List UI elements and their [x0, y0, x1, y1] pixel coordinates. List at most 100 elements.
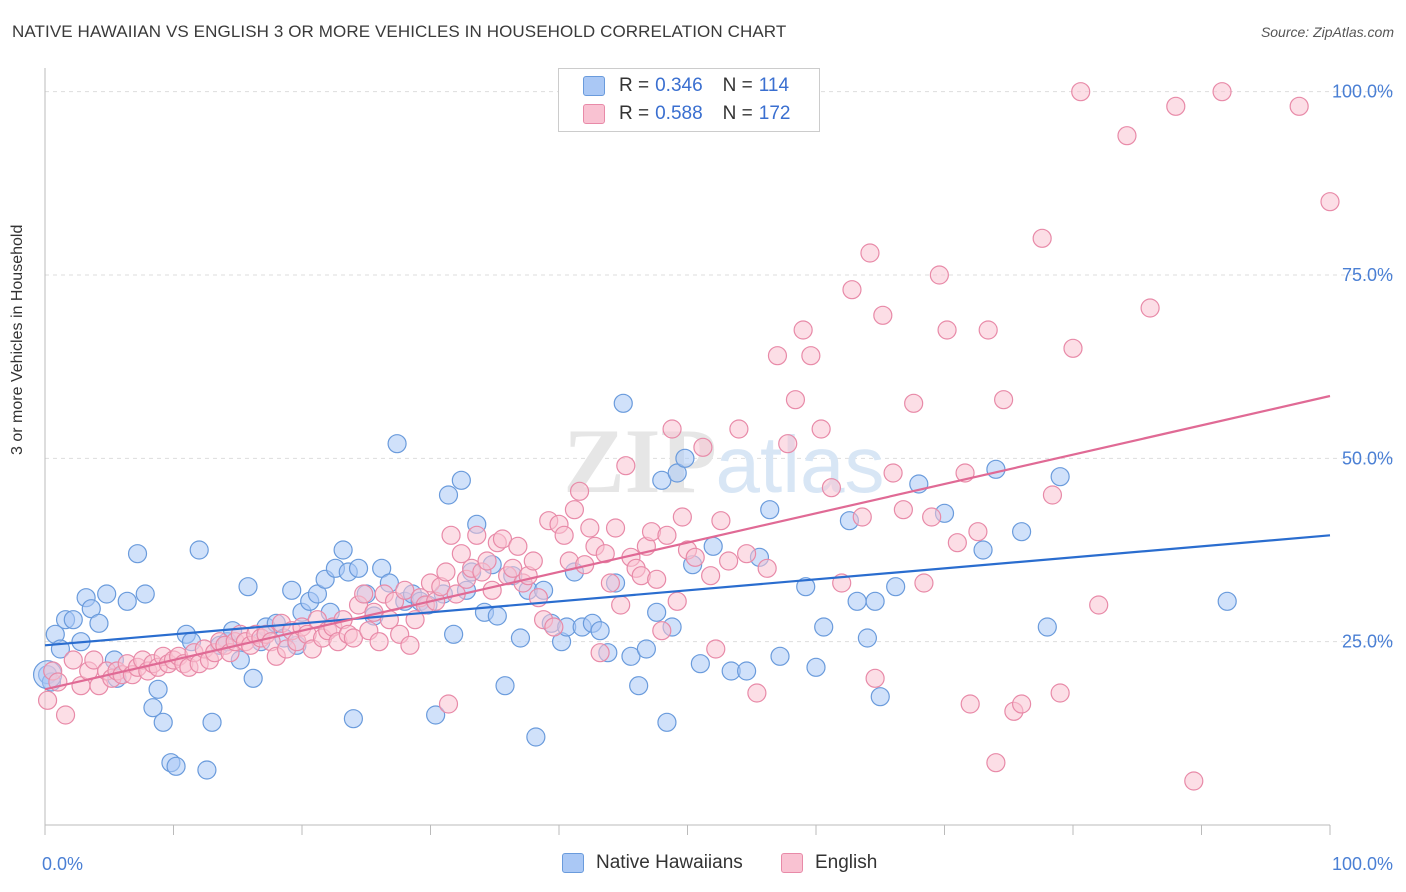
data-point [801, 346, 821, 366]
data-point [814, 617, 834, 637]
data-point [492, 529, 513, 549]
source-label: Source: ZipAtlas.com [1260, 24, 1394, 40]
data-point [482, 580, 502, 600]
legend-swatch-pink [781, 853, 803, 873]
data-point [1184, 771, 1204, 791]
data-point [647, 602, 667, 622]
legend-swatch-blue [562, 853, 584, 873]
data-point [243, 668, 263, 688]
legend-item-native-hawaiians[interactable]: Native Hawaiians [562, 852, 743, 874]
tick-labels: 25.0% 50.0% 75.0% 100.0% 0.0% 100.0% [42, 82, 1393, 874]
data-point [947, 533, 967, 553]
data-point [1212, 82, 1232, 102]
data-point [395, 580, 415, 600]
data-point [647, 569, 667, 589]
data-point [857, 628, 878, 648]
data-point [1166, 96, 1186, 116]
data-point [343, 628, 363, 648]
data-point [793, 320, 813, 340]
data-point [852, 507, 872, 527]
data-point [1050, 467, 1070, 487]
data-point [747, 683, 767, 703]
data-point [63, 650, 83, 670]
data-point [451, 544, 471, 564]
series-legend: Native Hawaiians English [0, 852, 1406, 878]
data-point [467, 525, 487, 545]
data-point [438, 485, 459, 505]
data-point [737, 661, 757, 681]
data-point [873, 305, 893, 325]
data-point [785, 390, 806, 410]
data-point [1217, 591, 1237, 611]
data-point [202, 712, 222, 732]
data-point [636, 639, 656, 659]
data-point [1071, 82, 1091, 102]
data-point [611, 595, 631, 615]
data-point [667, 591, 687, 611]
data-point [865, 591, 885, 611]
data-point [1042, 485, 1063, 505]
data-point [657, 712, 677, 732]
data-point [441, 525, 461, 545]
data-point [821, 478, 842, 498]
data-point [238, 577, 258, 597]
data-point [595, 544, 615, 564]
y-tick-label: 75.0% [1342, 265, 1393, 285]
data-point [672, 507, 692, 527]
legend-r-label: R = [619, 103, 650, 124]
legend-item-english[interactable]: English [781, 852, 877, 874]
data-point [282, 580, 302, 600]
data-point [978, 320, 998, 340]
data-point [63, 610, 83, 630]
data-point [84, 650, 104, 670]
data-point [89, 613, 109, 633]
data-point [711, 511, 731, 531]
data-point [348, 558, 369, 578]
data-point [1032, 228, 1052, 248]
data-point [526, 727, 546, 747]
data-point [968, 522, 988, 542]
data-point [886, 577, 906, 597]
data-point [652, 470, 672, 490]
data-point [860, 243, 880, 263]
data-point [605, 518, 626, 538]
data-point [495, 676, 515, 696]
data-point [508, 536, 528, 556]
data-point [135, 584, 155, 604]
data-point [760, 500, 780, 520]
data-point [675, 448, 695, 468]
data-point [600, 573, 621, 593]
data-point [662, 419, 682, 439]
data-point [197, 760, 217, 780]
data-point [796, 577, 816, 597]
data-point [986, 753, 1006, 773]
trend-lines [44, 394, 1331, 691]
data-point [870, 687, 890, 707]
chart-title: NATIVE HAWAIIAN VS ENGLISH 3 OR MORE VEH… [12, 22, 787, 41]
legend-n-value: 114 [758, 75, 790, 96]
correlation-legend: R = 0.346 N = 114 R = 0.588 N = 172 [558, 68, 820, 132]
data-point [590, 621, 610, 641]
data-point [400, 635, 420, 655]
data-point [477, 551, 497, 571]
data-point [333, 540, 353, 560]
data-point [1320, 192, 1340, 212]
data-point [1050, 683, 1070, 703]
data-point [354, 584, 374, 604]
data-point [1117, 126, 1137, 146]
data-point [426, 705, 446, 725]
data-point [737, 544, 757, 564]
data-point [444, 624, 464, 644]
data-point [117, 591, 137, 611]
data-point [904, 393, 924, 413]
data-point [166, 756, 186, 776]
data-point [580, 518, 600, 538]
data-point [701, 566, 721, 586]
data-point [847, 591, 867, 611]
data-point [757, 558, 777, 578]
data-point [994, 390, 1014, 410]
data-point [973, 540, 993, 560]
data-point [811, 419, 831, 439]
y-tick-label: 25.0% [1342, 632, 1393, 652]
legend-r-value: 0.346 [655, 75, 703, 96]
